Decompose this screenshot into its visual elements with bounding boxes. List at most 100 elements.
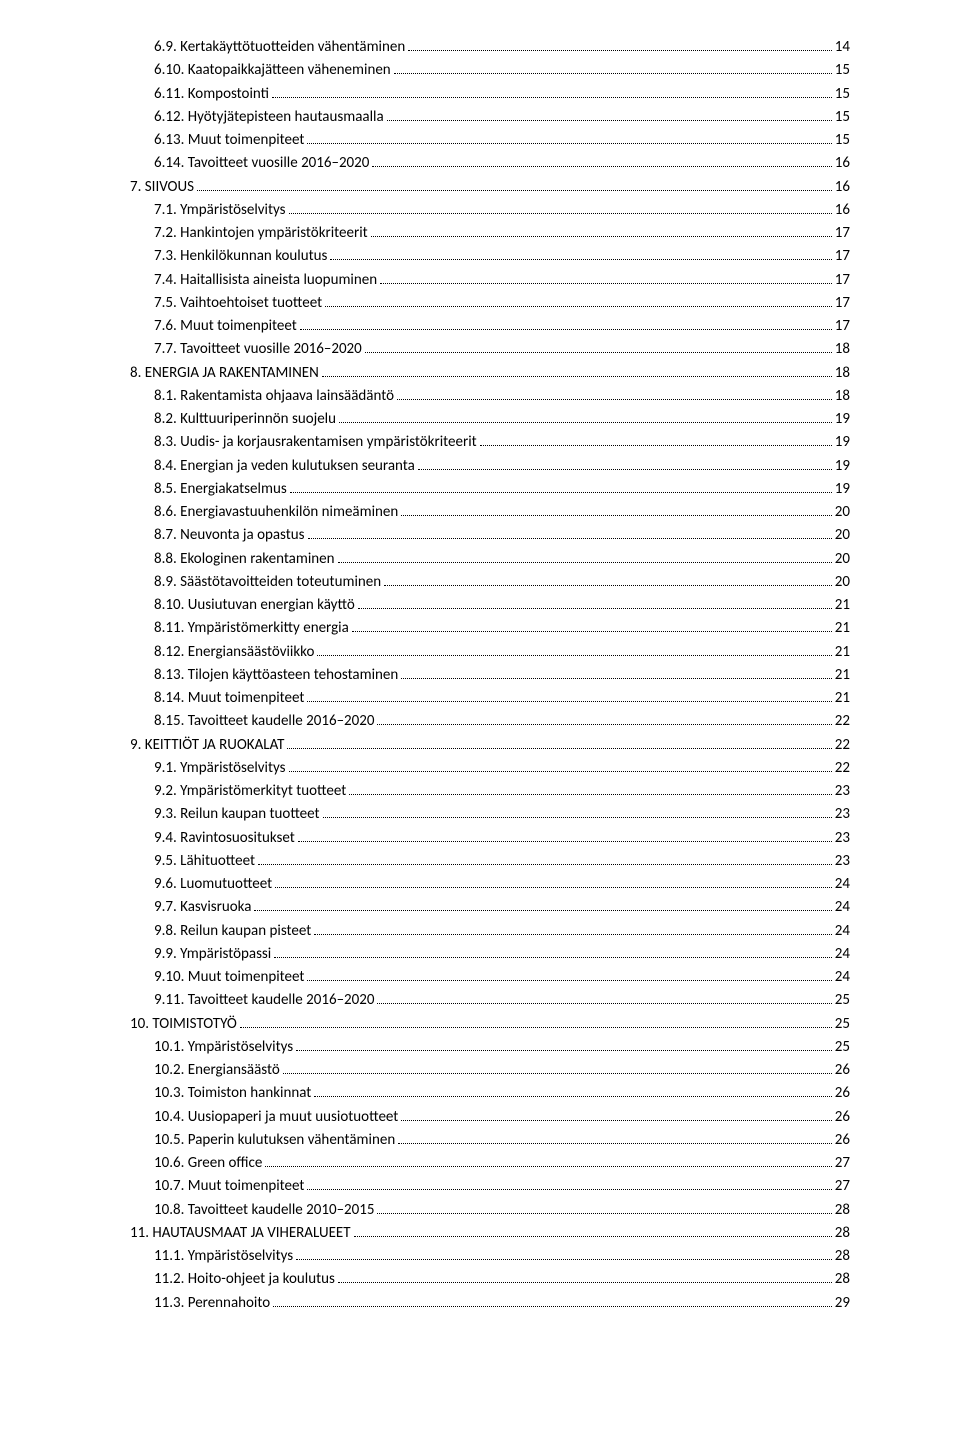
toc-entry: 10.5. Paperin kulutuksen vähentäminen26 (130, 1129, 850, 1152)
toc-leader-dots (394, 62, 832, 74)
toc-entry-page: 19 (835, 408, 850, 431)
toc-entry: 8.7. Neuvonta ja opastus20 (130, 524, 850, 547)
toc-leader-dots (352, 620, 832, 632)
toc-leader-dots (372, 155, 831, 167)
toc-entry-page: 21 (835, 687, 850, 710)
toc-entry: 7.6. Muut toimenpiteet17 (130, 315, 850, 338)
toc-entry: 11.2. Hoito-ohjeet ja koulutus28 (130, 1268, 850, 1291)
toc-entry-page: 24 (835, 873, 850, 896)
toc-entry-page: 24 (835, 966, 850, 989)
toc-leader-dots (254, 899, 831, 911)
toc-entry-page: 26 (835, 1059, 850, 1082)
toc-entry-page: 20 (835, 548, 850, 571)
toc-entry: 10.7. Muut toimenpiteet 27 (130, 1175, 850, 1198)
toc-entry-label: 7.7. Tavoitteet vuosille 2016–2020 (154, 338, 362, 361)
toc-leader-dots (307, 690, 831, 702)
toc-leader-dots (308, 527, 832, 539)
toc-entry: 7. SIIVOUS16 (130, 176, 850, 199)
toc-entry: 9.7. Kasvisruoka24 (130, 896, 850, 919)
toc-leader-dots (480, 434, 832, 446)
toc-entry-label: 9.2. Ympäristömerkityt tuotteet (154, 780, 346, 803)
toc-leader-dots (307, 1178, 831, 1190)
toc-entry-page: 22 (835, 757, 850, 780)
toc-entry: 7.5. Vaihtoehtoiset tuotteet17 (130, 292, 850, 315)
toc-leader-dots (296, 1039, 832, 1051)
toc-entry-page: 23 (835, 803, 850, 826)
toc-entry: 8.13. Tilojen käyttöasteen tehostaminen2… (130, 664, 850, 687)
toc-entry-page: 27 (835, 1175, 850, 1198)
toc-entry-label: 9. KEITTIÖT JA RUOKALAT (130, 734, 284, 757)
toc-leader-dots (358, 597, 832, 609)
toc-entry: 7.3. Henkilökunnan koulutus17 (130, 245, 850, 268)
toc-entry: 6.12. Hyötyjätepisteen hautausmaalla15 (130, 106, 850, 129)
toc-leader-dots (258, 853, 832, 865)
toc-leader-dots (273, 1294, 832, 1306)
toc-entry: 9. KEITTIÖT JA RUOKALAT 22 (130, 734, 850, 757)
toc-entry-page: 18 (835, 385, 850, 408)
toc-entry-page: 26 (835, 1129, 850, 1152)
toc-entry: 7.1. Ympäristöselvitys16 (130, 199, 850, 222)
toc-entry: 8.3. Uudis- ja korjausrakentamisen ympär… (130, 431, 850, 454)
toc-entry-label: 9.3. Reilun kaupan tuotteet (154, 803, 320, 826)
toc-entry-page: 19 (835, 478, 850, 501)
toc-leader-dots (330, 248, 831, 260)
toc-entry-label: 9.10. Muut toimenpiteet (154, 966, 304, 989)
toc-leader-dots (314, 922, 832, 934)
toc-entry-page: 27 (835, 1152, 850, 1175)
toc-entry: 10.3. Toimiston hankinnat26 (130, 1082, 850, 1105)
toc-entry: 8.4. Energian ja veden kulutuksen seuran… (130, 455, 850, 478)
toc-leader-dots (314, 1085, 831, 1097)
toc-leader-dots (307, 969, 831, 981)
toc-entry-label: 8.1. Rakentamista ohjaava lainsäädäntö (154, 385, 394, 408)
toc-entry-label: 7.2. Hankintojen ympäristökriteerit (154, 222, 368, 245)
toc-entry-page: 18 (835, 362, 850, 385)
toc-leader-dots (283, 1062, 832, 1074)
toc-entry: 10.4. Uusiopaperi ja muut uusiotuotteet 2… (130, 1106, 850, 1129)
toc-leader-dots (418, 457, 832, 469)
toc-leader-dots (274, 946, 832, 958)
toc-entry-page: 22 (835, 734, 850, 757)
toc-leader-dots (377, 713, 831, 725)
toc-entry-page: 26 (835, 1082, 850, 1105)
toc-entry: 7.7. Tavoitteet vuosille 2016–202018 (130, 338, 850, 361)
toc-entry: 8.5. Energiakatselmus 19 (130, 478, 850, 501)
toc-entry-page: 16 (835, 176, 850, 199)
toc-leader-dots (338, 1271, 832, 1283)
toc-entry: 8.8. Ekologinen rakentaminen20 (130, 548, 850, 571)
toc-entry-page: 21 (835, 641, 850, 664)
toc-entry: 8.15. Tavoitteet kaudelle 2016–202022 (130, 710, 850, 733)
toc-entry: 9.11. Tavoitteet kaudelle 2016–202025 (130, 989, 850, 1012)
toc-leader-dots (338, 550, 832, 562)
toc-entry-label: 6.10. Kaatopaikkajätteen väheneminen (154, 59, 391, 82)
toc-entry-label: 6.14. Tavoitteet vuosille 2016–2020 (154, 152, 369, 175)
toc-entry-label: 7.6. Muut toimenpiteet (154, 315, 297, 338)
toc-entry-page: 24 (835, 920, 850, 943)
toc-entry: 9.9. Ympäristöpassi24 (130, 943, 850, 966)
toc-entry-label: 9.7. Kasvisruoka (154, 896, 251, 919)
toc-entry-label: 10.7. Muut toimenpiteet (154, 1175, 304, 1198)
toc-entry-label: 8.5. Energiakatselmus (154, 478, 287, 501)
toc-leader-dots (317, 643, 831, 655)
toc-entry-label: 7.5. Vaihtoehtoiset tuotteet (154, 292, 322, 315)
toc-leader-dots (384, 574, 832, 586)
toc-entry: 7.2. Hankintojen ympäristökriteerit 17 (130, 222, 850, 245)
toc-entry-label: 9.8. Reilun kaupan pisteet (154, 920, 311, 943)
toc-entry: 10.2. Energiansäästö26 (130, 1059, 850, 1082)
toc-entry-label: 8.6. Energiavastuuhenkilön nimeäminen (154, 501, 398, 524)
toc-entry: 10.8. Tavoitteet kaudelle 2010–201528 (130, 1199, 850, 1222)
toc-entry: 9.8. Reilun kaupan pisteet 24 (130, 920, 850, 943)
toc-entry-page: 15 (835, 59, 850, 82)
toc-entry: 10.1. Ympäristöselvitys25 (130, 1036, 850, 1059)
toc-entry-label: 6.13. Muut toimenpiteet (154, 129, 304, 152)
toc-entry-label: 11.2. Hoito-ohjeet ja koulutus (154, 1268, 335, 1291)
toc-entry-page: 19 (835, 431, 850, 454)
toc-leader-dots (197, 178, 832, 190)
toc-entry-label: 8. ENERGIA JA RAKENTAMINEN (130, 362, 319, 385)
toc-entry: 9.10. Muut toimenpiteet 24 (130, 966, 850, 989)
toc-entry-page: 26 (835, 1106, 850, 1129)
toc-leader-dots (265, 1155, 831, 1167)
toc-entry-page: 17 (835, 222, 850, 245)
toc-entry-label: 10.4. Uusiopaperi ja muut uusiotuotteet (154, 1106, 398, 1129)
toc-leader-dots (377, 1201, 831, 1213)
toc-leader-dots (408, 39, 832, 51)
